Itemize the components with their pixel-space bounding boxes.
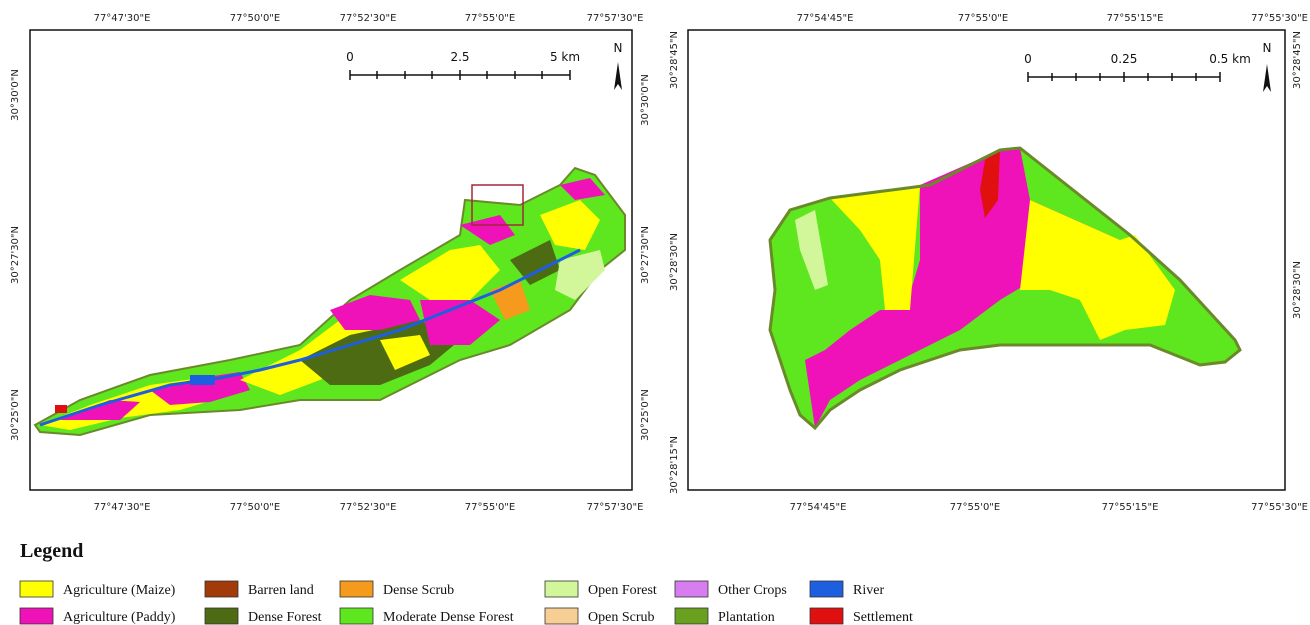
coordinate-label: 30°28'30"N xyxy=(669,233,680,291)
legend-swatch xyxy=(545,581,578,597)
legend-label: Barren land xyxy=(248,583,314,598)
legend-swatch xyxy=(340,608,373,624)
legend-swatch xyxy=(675,608,708,624)
coordinate-label: 77°57'30"E xyxy=(587,502,644,513)
coordinate-label: 77°47'30"E xyxy=(94,502,151,513)
legend-swatch xyxy=(810,581,843,597)
legend-label: Open Scrub xyxy=(588,610,655,625)
coordinate-label: 77°55'30"E xyxy=(1251,13,1308,24)
legend-swatch xyxy=(20,581,53,597)
coordinate-label: 30°28'45"N xyxy=(669,31,680,89)
legend-swatch xyxy=(675,581,708,597)
coordinate-label: 0 xyxy=(1024,52,1032,66)
legend-label: Open Forest xyxy=(588,583,657,598)
coordinate-label: 5 km xyxy=(550,50,580,64)
legend-swatch xyxy=(340,581,373,597)
coordinate-label: 30°28'15"N xyxy=(669,436,680,494)
coordinate-label: 77°55'0"E xyxy=(958,13,1008,24)
coordinate-label: 0.5 km xyxy=(1209,52,1251,66)
legend-label: Dense Scrub xyxy=(383,583,454,598)
coordinate-label: 77°54'45"E xyxy=(797,13,854,24)
coordinate-label: 77°55'0"E xyxy=(465,502,515,513)
legend-swatch xyxy=(205,581,238,597)
north-label: N xyxy=(614,41,623,55)
map-page: Legend 77°47'30"E 77°50'0"E 77°52'30"E 77°5… xyxy=(0,0,1310,625)
coordinate-label: 77°47'30"E xyxy=(94,13,151,24)
coordinate-label: 77°52'30"E xyxy=(340,13,397,24)
legend-swatch xyxy=(20,608,53,624)
coordinate-label: 30°25'0"N xyxy=(10,389,21,441)
coordinate-label: 0.25 xyxy=(1111,52,1138,66)
legend-label: Settlement xyxy=(853,610,913,625)
coordinate-label: 30°30'0"N xyxy=(10,69,21,121)
legend-label: Moderate Dense Forest xyxy=(383,610,514,625)
coordinate-label: 30°25'0"N xyxy=(640,389,651,441)
legend-label: Other Crops xyxy=(718,583,787,598)
coordinate-label: 30°27'30"N xyxy=(10,226,21,284)
coordinate-label: 30°28'30"N xyxy=(1292,261,1303,319)
coordinate-label: 77°50'0"E xyxy=(230,502,280,513)
coordinate-label: 77°55'15"E xyxy=(1102,502,1159,513)
coordinate-label: 77°55'0"E xyxy=(950,502,1000,513)
legend-swatch xyxy=(810,608,843,624)
legend-swatch xyxy=(205,608,238,624)
coordinate-label: 2.5 xyxy=(450,50,469,64)
coordinate-label: 77°55'30"E xyxy=(1251,502,1308,513)
coordinate-label: 77°52'30"E xyxy=(340,502,397,513)
coordinate-label: 77°54'45"E xyxy=(790,502,847,513)
legend-title: Legend xyxy=(20,540,83,562)
coordinate-label: 30°27'30"N xyxy=(640,226,651,284)
coordinate-label: 30°28'45"N xyxy=(1292,31,1303,89)
legend-label: River xyxy=(853,583,884,598)
legend-label: Dense Forest xyxy=(248,610,322,625)
legend-label: Plantation xyxy=(718,610,775,625)
coordinate-label: 0 xyxy=(346,50,354,64)
legend-label: Agriculture (Paddy) xyxy=(63,610,176,625)
legend-swatch xyxy=(545,608,578,624)
coordinate-label: 77°55'0"E xyxy=(465,13,515,24)
legend-label: Agriculture (Maize) xyxy=(63,583,176,598)
north-label: N xyxy=(1263,41,1272,55)
coordinate-label: 77°57'30"E xyxy=(587,13,644,24)
coordinate-label: 77°50'0"E xyxy=(230,13,280,24)
coordinate-label: 30°30'0"N xyxy=(640,74,651,126)
coordinate-label: 77°55'15"E xyxy=(1107,13,1164,24)
